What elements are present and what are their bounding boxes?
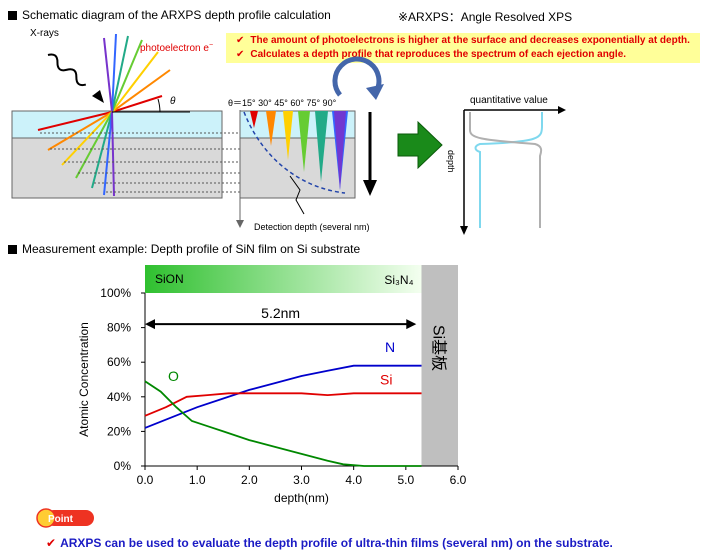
check-icon: ✔ xyxy=(236,35,245,46)
check-icon: ✔ xyxy=(46,536,57,550)
band-left-label: SiON xyxy=(155,272,184,286)
x-tick-label: 4.0 xyxy=(345,473,362,487)
film-band xyxy=(145,265,422,293)
note-box: ✔ The amount of photoelectrons is higher … xyxy=(226,33,700,63)
note-line-1-text: The amount of photoelectrons is higher a… xyxy=(250,35,690,46)
y-tick-label: 0% xyxy=(114,459,132,473)
rotate-arrow-icon xyxy=(332,56,382,97)
y-tick-label: 40% xyxy=(107,390,131,404)
rotate-arrowhead-icon xyxy=(366,84,384,100)
photoelectron-label: photoelectron e− xyxy=(140,42,213,54)
substrate-label: Si基板 xyxy=(430,325,448,371)
depth-label: depth xyxy=(446,150,456,173)
point-badge-pill xyxy=(46,510,94,526)
x-axis-label: depth(nm) xyxy=(274,491,329,505)
series-label-o: O xyxy=(168,368,179,384)
quantitative-label: quantitative value xyxy=(470,95,548,106)
square-bullet-icon xyxy=(8,11,17,20)
band-right-label: Si₃N₄ xyxy=(384,273,413,287)
y-tick-label: 100% xyxy=(100,286,131,300)
note-line-2-text: Calculates a depth profile that reproduc… xyxy=(250,49,627,60)
angles-label: θ＝15° 30° 45° 60° 75° 90° xyxy=(228,98,337,108)
series-label-si: Si xyxy=(380,372,392,388)
xray-wave-icon xyxy=(47,53,87,87)
substrate-region xyxy=(421,265,458,466)
detection-leader xyxy=(289,175,305,215)
section1-heading: Schematic diagram of the ARXPS depth pro… xyxy=(8,8,331,22)
x-tick-label: 6.0 xyxy=(450,473,467,487)
abbreviation-note: ※ARXPS：Angle Resolved XPS xyxy=(398,10,573,24)
series-line-n xyxy=(144,364,422,429)
conclusion: ✔ ARXPS can be used to evaluate the depth… xyxy=(46,536,613,550)
photoelectron-rays xyxy=(37,33,171,197)
section2-heading-text: Measurement example: Depth profile of Si… xyxy=(22,242,361,256)
middle-depth-arrowhead-icon xyxy=(236,220,244,228)
x-tick-label: 5.0 xyxy=(397,473,414,487)
detection-curve xyxy=(243,111,346,194)
square-bullet-icon xyxy=(8,245,17,254)
xrays-label: X-rays xyxy=(30,28,59,39)
substrate-layer xyxy=(11,137,223,199)
point-badge: Point xyxy=(36,508,94,528)
y-tick-label: 20% xyxy=(107,424,131,438)
section1-heading-text: Schematic diagram of the ARXPS depth pro… xyxy=(22,8,331,22)
cone-30 xyxy=(266,111,276,146)
x-tick-label: 3.0 xyxy=(293,473,310,487)
y-tick-label: 60% xyxy=(107,355,131,369)
green-arrow-icon xyxy=(397,120,443,170)
depth-profile-chart: 0% 20% 40% 60% 80% 100% 0.0 1.0 2.0 3.0 4.0 5.0 6.0 d… xyxy=(77,265,467,505)
quant-curve-cyan xyxy=(474,112,543,228)
schematic-diagram: X-rays photoelectron e− θ θ＝15° 30° 45° … xyxy=(11,28,566,235)
section2-heading: Measurement example: Depth profile of Si… xyxy=(8,242,360,256)
series-line-o xyxy=(144,380,422,467)
thickness-label: 5.2nm xyxy=(261,305,300,321)
series-line-si xyxy=(144,392,422,417)
cone-90-inner xyxy=(334,111,346,190)
x-tick-label: 1.0 xyxy=(189,473,206,487)
cone-75 xyxy=(315,111,328,182)
conclusion-text: ARXPS can be used to evaluate the depth … xyxy=(60,536,613,550)
note-line-2: ✔ Calculates a depth profile that reprodu… xyxy=(236,49,626,60)
detection-label: Detection depth (several nm) xyxy=(254,222,370,232)
surface-layer xyxy=(11,110,223,139)
thickness-arrowhead-right-icon xyxy=(406,319,417,330)
thickness-arrowhead-left-icon xyxy=(145,319,155,330)
cone-60 xyxy=(298,111,310,172)
depth-down-arrowhead-icon xyxy=(363,180,377,196)
theta-label: θ xyxy=(170,96,176,107)
point-badge-circle-icon xyxy=(36,508,56,528)
note-line-1: ✔ The amount of photoelectrons is higher … xyxy=(236,35,690,46)
quant-axis-x-arrowhead-icon xyxy=(558,106,566,114)
series-label-n: N xyxy=(385,339,395,355)
quant-axis-y-arrowhead-icon xyxy=(460,226,468,235)
angle-arc xyxy=(157,98,161,113)
x-tick-label: 2.0 xyxy=(241,473,258,487)
photoelectron-label-text: photoelectron e xyxy=(140,43,209,54)
y-tick-label: 80% xyxy=(107,321,131,335)
y-axis-label: Atomic Concentration xyxy=(77,322,91,437)
cone-45 xyxy=(283,111,293,160)
photoelectron-superscript: − xyxy=(209,42,213,49)
cone-15 xyxy=(250,111,258,128)
point-badge-text: Point xyxy=(48,514,74,525)
xray-arrowhead-icon xyxy=(92,90,104,103)
check-icon: ✔ xyxy=(236,49,245,60)
x-tick-label: 0.0 xyxy=(137,473,154,487)
quant-curve-gray xyxy=(469,112,543,228)
